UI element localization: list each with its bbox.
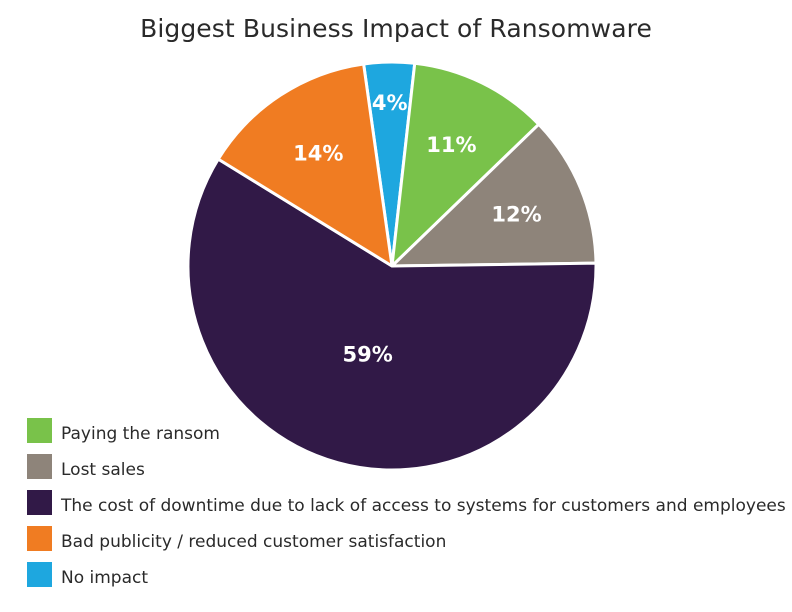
legend-label: Paying the ransom (61, 424, 220, 444)
legend-label: Bad publicity / reduced customer satisfa… (61, 532, 447, 552)
slice-value-label: 59% (342, 343, 392, 367)
legend-label: No impact (61, 568, 149, 588)
legend-swatch (27, 454, 52, 479)
pie-slice (216, 62, 394, 268)
pie-slice (390, 61, 541, 268)
legend-label: Lost sales (61, 460, 145, 480)
legend-label: The cost of downtime due to lack of acce… (61, 496, 786, 516)
legend-swatch (27, 562, 52, 587)
legend-swatch (27, 526, 52, 551)
slice-value-label: 12% (491, 203, 541, 227)
slice-value-label: 4% (372, 91, 408, 115)
legend-swatch (27, 490, 52, 515)
slice-value-label: 11% (426, 133, 476, 157)
pie-slice (186, 157, 598, 472)
chart-title: Biggest Business Impact of Ransomware (140, 14, 652, 43)
pie-slice (390, 122, 598, 268)
slice-value-label: 14% (293, 141, 343, 165)
legend-swatch (27, 418, 52, 443)
